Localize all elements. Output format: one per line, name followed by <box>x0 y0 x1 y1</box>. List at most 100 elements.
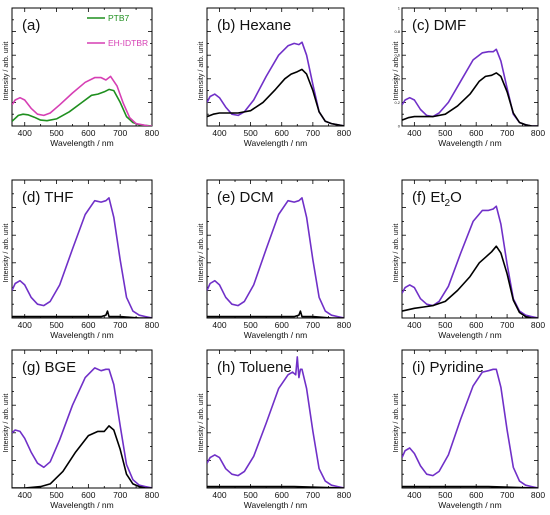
x-tick-label: 600 <box>469 490 483 500</box>
x-tick-label: 700 <box>113 128 127 138</box>
x-tick-label: 400 <box>407 490 421 500</box>
panel-label: (a) <box>22 17 40 34</box>
x-tick-label: 500 <box>438 320 452 330</box>
series-line-2 <box>207 310 344 318</box>
y-axis-title: Intensity / arb. unit <box>1 224 10 283</box>
x-tick-label: 400 <box>212 320 226 330</box>
x-tick-label: 800 <box>337 128 351 138</box>
x-tick-label: 800 <box>337 490 351 500</box>
x-tick-label: 800 <box>145 320 159 330</box>
series-line-2 <box>207 68 344 126</box>
panel-label: (b) Hexane <box>217 17 291 34</box>
x-tick-label: 500 <box>49 320 63 330</box>
series-line-1 <box>12 367 152 488</box>
legend-label: EH-IDTBR <box>108 38 148 48</box>
x-tick-label: 700 <box>500 320 514 330</box>
x-axis-title: Wavelength / nm <box>50 500 113 510</box>
x-tick-label: 600 <box>81 490 95 500</box>
series-line-2 <box>12 75 152 126</box>
series-line-2 <box>402 245 538 318</box>
x-tick-label: 700 <box>500 128 514 138</box>
series-line-1 <box>207 197 344 318</box>
x-tick-label: 700 <box>500 490 514 500</box>
y-axis-title: Intensity / arb. unit <box>391 42 400 101</box>
y-tick-label: 0.2 <box>394 100 400 105</box>
x-tick-label: 700 <box>306 128 320 138</box>
x-tick-label: 800 <box>145 128 159 138</box>
x-tick-label: 800 <box>145 490 159 500</box>
x-axis-title: Wavelength / nm <box>244 330 307 340</box>
x-tick-label: 400 <box>212 128 226 138</box>
x-tick-label: 800 <box>531 128 545 138</box>
y-tick-label: 1 <box>398 6 401 11</box>
chart-panel-9: 400 500 600 700 800 Wavelength / nm Intensity … <box>391 349 545 510</box>
x-tick-label: 600 <box>81 320 95 330</box>
series-line-1 <box>12 88 152 126</box>
series-line-1 <box>402 368 538 488</box>
x-tick-label: 700 <box>113 490 127 500</box>
chart-panel-1: 400 500 600 700 800 Wavelength / nm Intensity … <box>1 7 159 148</box>
y-axis-title: Intensity / arb. unit <box>196 42 205 101</box>
chart-panel-8: 400 500 600 700 800 Wavelength / nm Intensity … <box>196 349 351 510</box>
x-tick-label: 400 <box>212 490 226 500</box>
series-line-2 <box>402 72 538 126</box>
x-axis-title: Wavelength / nm <box>50 330 113 340</box>
panel-label: (f) Et2O <box>412 189 462 209</box>
x-tick-label: 700 <box>306 320 320 330</box>
chart-panel-3: 400 500 600 700 800 0 0.2 0.4 0.6 0.8 1 Wavelength … <box>391 6 545 149</box>
chart-panel-7: 400 500 600 700 800 Wavelength / nm Intensity … <box>1 349 159 510</box>
y-tick-label: 0 <box>398 124 401 129</box>
x-tick-label: 800 <box>531 320 545 330</box>
x-axis-title: Wavelength / nm <box>244 138 307 148</box>
x-tick-label: 400 <box>18 320 32 330</box>
x-axis-title: Wavelength / nm <box>438 330 501 340</box>
series-line-2 <box>12 425 152 488</box>
x-tick-label: 600 <box>469 320 483 330</box>
x-tick-label: 700 <box>113 320 127 330</box>
panel-label: (i) Pyridine <box>412 359 484 376</box>
panel-label: (c) DMF <box>412 17 466 34</box>
x-tick-label: 600 <box>469 128 483 138</box>
panel-label: (h) Toluene <box>217 359 292 376</box>
x-tick-label: 500 <box>438 128 452 138</box>
y-axis-title: Intensity / arb. unit <box>391 394 400 453</box>
x-tick-label: 400 <box>407 320 421 330</box>
x-tick-label: 600 <box>275 490 289 500</box>
chart-panel-5: 400 500 600 700 800 Wavelength / nm Intensity … <box>196 179 351 340</box>
x-tick-label: 800 <box>337 320 351 330</box>
y-tick-label: 0.6 <box>394 53 400 58</box>
x-tick-label: 500 <box>243 490 257 500</box>
x-axis-title: Wavelength / nm <box>50 138 113 148</box>
y-axis-title: Intensity / arb. unit <box>391 224 400 283</box>
series-line-1 <box>12 197 152 318</box>
x-tick-label: 400 <box>18 490 32 500</box>
x-axis-title: Wavelength / nm <box>438 138 501 148</box>
series-line-1 <box>402 205 538 318</box>
x-tick-label: 500 <box>49 490 63 500</box>
series-line-1 <box>402 48 538 126</box>
series-line-2 <box>12 310 152 318</box>
x-axis-title: Wavelength / nm <box>244 500 307 510</box>
panel-label: (e) DCM <box>217 189 274 206</box>
y-axis-title: Intensity / arb. unit <box>1 42 10 101</box>
legend-label: PTB7 <box>108 13 130 23</box>
x-tick-label: 600 <box>275 128 289 138</box>
chart-panel-4: 400 500 600 700 800 Wavelength / nm Intensity … <box>1 179 159 340</box>
panel-label: (d) THF <box>22 189 73 206</box>
y-tick-label: 0.8 <box>394 29 400 34</box>
y-axis-title: Intensity / arb. unit <box>196 224 205 283</box>
chart-panel-2: 400 500 600 700 800 Wavelength / nm Intensity … <box>196 7 351 148</box>
x-tick-label: 700 <box>306 490 320 500</box>
x-tick-label: 600 <box>275 320 289 330</box>
y-tick-label: 0.4 <box>394 76 400 81</box>
chart-panel-6: 400 500 600 700 800 Wavelength / nm Intensity … <box>391 179 545 340</box>
y-axis-title: Intensity / arb. unit <box>1 394 10 453</box>
x-tick-label: 500 <box>49 128 63 138</box>
x-tick-label: 500 <box>438 490 452 500</box>
x-tick-label: 800 <box>531 490 545 500</box>
panel-label: (g) BGE <box>22 359 76 376</box>
y-axis-title: Intensity / arb. unit <box>196 394 205 453</box>
x-tick-label: 500 <box>243 128 257 138</box>
